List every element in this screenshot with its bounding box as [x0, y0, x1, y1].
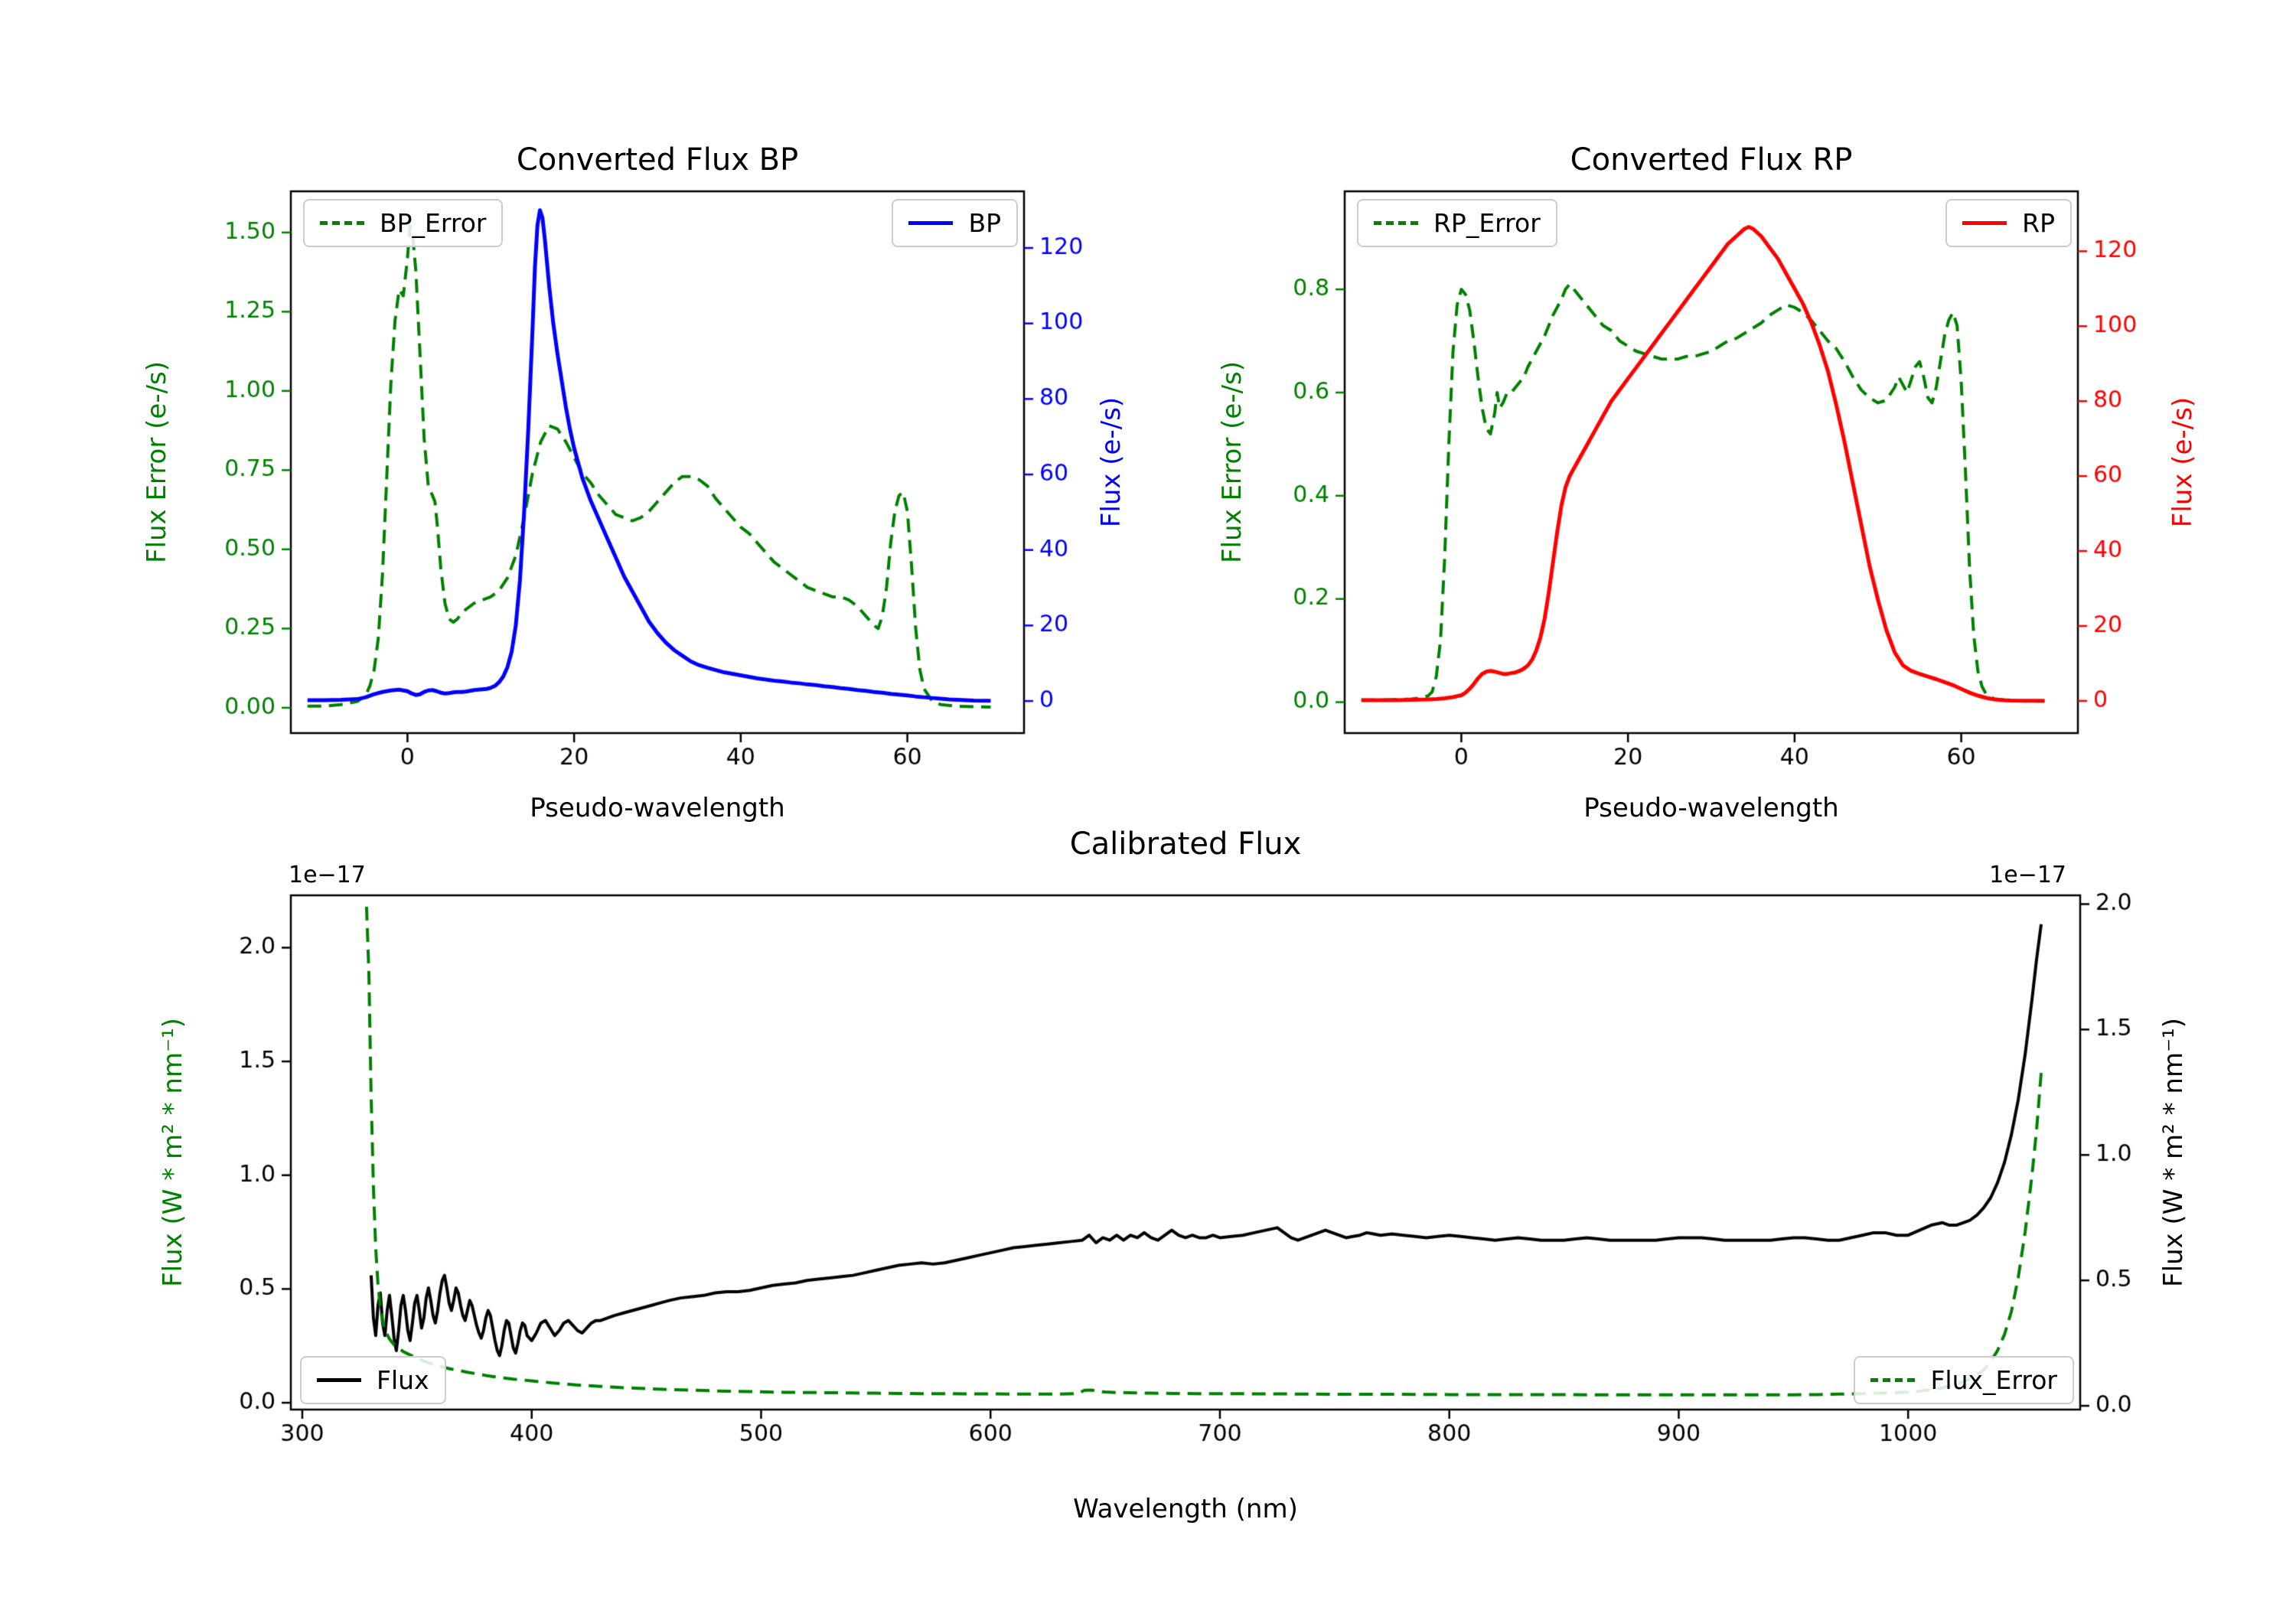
legend-line-sample-bp-error [320, 221, 364, 225]
ylabel-rp-left: Flux Error (e-/s) [1217, 360, 1247, 564]
legend-label-flux: Flux [377, 1365, 429, 1395]
offset-text-right: 1e−17 [1989, 862, 2066, 888]
legend-label-flux-error: Flux_Error [1930, 1365, 2057, 1395]
legend-flux: Flux [300, 1356, 446, 1404]
ylabel-calibrated-left: Flux (W * m² * nm⁻¹) [158, 1018, 188, 1287]
legend-line-sample-flux-error [1870, 1378, 1916, 1382]
ylabel-calibrated-right: Flux (W * m² * nm⁻¹) [2158, 1018, 2189, 1287]
chart-title-bp: Converted Flux BP [516, 142, 799, 178]
legend-label-rp: RP [2022, 208, 2055, 238]
legend-flux-error: Flux_Error [1854, 1356, 2074, 1404]
legend-line-sample-bp [908, 221, 954, 225]
legend-bp: BP [892, 199, 1018, 247]
legend-label-rp-error: RP_Error [1433, 208, 1541, 238]
legend-rp-error: RP_Error [1357, 199, 1557, 247]
xlabel-calibrated: Wavelength (nm) [1073, 1494, 1298, 1524]
ylabel-bp-left: Flux Error (e-/s) [142, 360, 172, 564]
ylabel-rp-right: Flux (e-/s) [2167, 396, 2198, 528]
legend-line-sample-flux [317, 1378, 361, 1382]
xlabel-rp: Pseudo-wavelength [1583, 793, 1839, 823]
xlabel-bp: Pseudo-wavelength [530, 793, 785, 823]
legend-bp-error: BP_Error [303, 199, 504, 247]
ylabel-bp-right: Flux (e-/s) [1096, 396, 1127, 528]
legend-label-bp: BP [968, 208, 1001, 238]
chart-title-calibrated: Calibrated Flux [1069, 826, 1302, 862]
legend-label-bp-error: BP_Error [380, 208, 487, 238]
chart-title-rp: Converted Flux RP [1570, 142, 1853, 178]
legend-rp: RP [1945, 199, 2072, 247]
legend-line-sample-rp-error [1374, 221, 1418, 225]
legend-line-sample-rp [1962, 221, 2007, 225]
offset-text-left: 1e−17 [289, 862, 366, 888]
